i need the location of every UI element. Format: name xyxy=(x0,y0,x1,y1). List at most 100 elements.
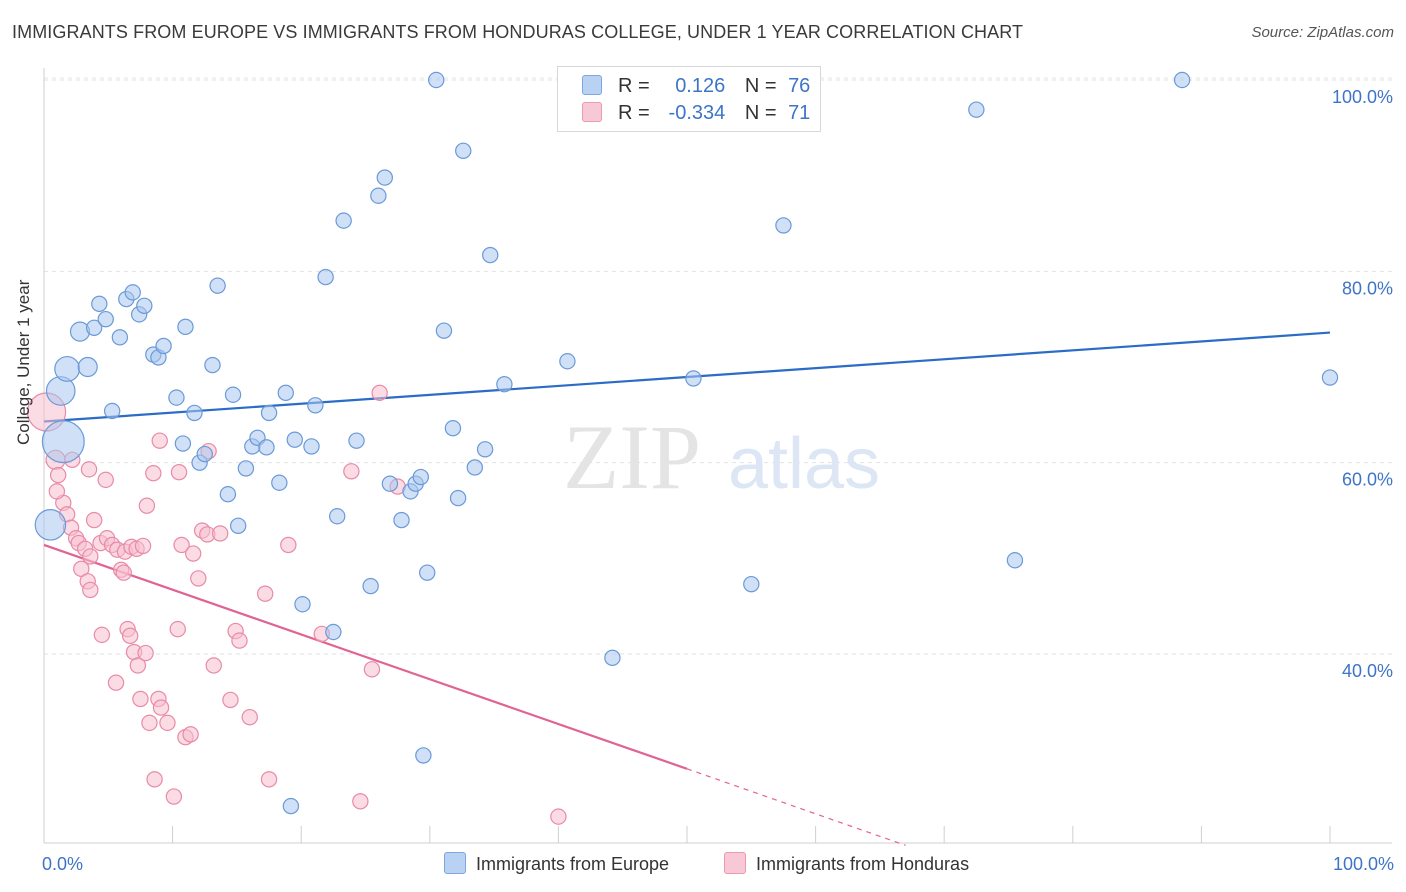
europe-point xyxy=(260,404,278,422)
europe-point xyxy=(224,386,242,403)
europe-point xyxy=(303,438,320,455)
europe-point xyxy=(186,404,203,422)
honduras-points xyxy=(26,384,567,825)
europe-point xyxy=(1321,369,1339,386)
honduras-point xyxy=(173,536,190,554)
y-tick-labels: 40.0% 60.0% 80.0% 100.0% xyxy=(1332,87,1393,681)
honduras-point xyxy=(352,793,369,810)
honduras-point xyxy=(159,714,176,732)
watermark-atlas: atlas xyxy=(728,424,880,504)
honduras-point xyxy=(222,691,239,709)
r-value-honduras: -0.334 xyxy=(668,102,726,124)
europe-point xyxy=(54,355,81,382)
europe-point xyxy=(209,277,226,294)
europe-point xyxy=(428,71,445,89)
europe-point xyxy=(34,509,67,541)
bottom-swatch-europe xyxy=(444,852,466,874)
honduras-point xyxy=(182,726,199,743)
honduras-point xyxy=(93,626,111,644)
honduras-point xyxy=(241,708,258,726)
europe-point xyxy=(1173,71,1191,89)
europe-point xyxy=(743,575,760,593)
honduras-point xyxy=(138,497,156,514)
europe-point xyxy=(449,489,467,507)
europe-point xyxy=(136,297,153,314)
honduras-point xyxy=(137,644,154,662)
europe-point xyxy=(294,596,311,613)
watermark: ZIP atlas xyxy=(563,406,880,508)
europe-point xyxy=(435,322,453,339)
honduras-point xyxy=(129,657,147,674)
honduras-point xyxy=(145,464,162,482)
europe-point xyxy=(229,517,247,535)
europe-point xyxy=(466,459,484,476)
europe-point xyxy=(307,397,324,414)
bottom-legend-europe: Immigrants from Europe xyxy=(444,852,669,875)
europe-point xyxy=(282,797,300,815)
honduras-point xyxy=(146,771,163,788)
legend-row-europe: R = 0.126 N = 76 xyxy=(582,75,810,99)
europe-point xyxy=(476,441,494,458)
europe-point xyxy=(219,486,237,503)
honduras-point xyxy=(371,384,388,402)
europe-point xyxy=(91,295,108,313)
honduras-point xyxy=(132,690,149,708)
honduras-point xyxy=(343,463,360,480)
bottom-legend-honduras: Immigrants from Honduras xyxy=(724,852,969,875)
y-tick-label: 40.0% xyxy=(1342,661,1393,681)
europe-point xyxy=(196,445,213,463)
bottom-legend-honduras-label: Immigrants from Honduras xyxy=(756,854,970,874)
honduras-point xyxy=(184,545,202,562)
x-tick-label-min: 0.0% xyxy=(42,854,84,874)
honduras-point xyxy=(256,585,274,602)
europe-point xyxy=(376,169,393,186)
legend-swatch-honduras xyxy=(582,102,602,122)
europe-point xyxy=(41,420,85,464)
honduras-point xyxy=(550,808,567,825)
n-value-honduras: 71 xyxy=(788,102,811,124)
europe-point xyxy=(685,370,702,387)
honduras-point xyxy=(205,657,222,674)
europe-point xyxy=(97,310,114,328)
europe-point xyxy=(444,420,462,437)
honduras-point xyxy=(280,536,297,554)
honduras-point xyxy=(107,674,125,691)
honduras-point xyxy=(49,466,67,484)
honduras-point xyxy=(169,620,186,638)
europe-point xyxy=(124,284,141,301)
honduras-point xyxy=(82,581,99,599)
europe-point xyxy=(412,468,429,486)
honduras-point xyxy=(231,632,248,649)
europe-point xyxy=(325,623,342,641)
europe-point xyxy=(496,376,513,393)
europe-point xyxy=(381,475,399,492)
honduras-point xyxy=(97,471,114,489)
n-label: N = xyxy=(744,102,777,124)
europe-point xyxy=(168,389,185,406)
honduras-point xyxy=(260,771,278,788)
honduras-point xyxy=(80,461,98,478)
europe-points xyxy=(34,71,1339,815)
grid-lines xyxy=(44,77,1392,655)
legend-swatch-europe xyxy=(582,75,602,95)
europe-point xyxy=(317,268,334,286)
honduras-point xyxy=(151,432,168,449)
europe-point xyxy=(155,337,172,355)
europe-point xyxy=(271,474,288,491)
europe-point xyxy=(482,246,499,264)
europe-point xyxy=(103,402,121,420)
honduras-point xyxy=(134,537,152,555)
honduras-point xyxy=(211,525,229,542)
europe-point xyxy=(329,508,346,525)
watermark-zip: ZIP xyxy=(563,406,701,508)
europe-point xyxy=(237,460,255,477)
legend-row-honduras: R = -0.334 N = 71 xyxy=(582,102,810,126)
y-tick-label: 60.0% xyxy=(1342,470,1393,490)
europe-point xyxy=(258,439,275,456)
europe-point xyxy=(968,101,985,118)
honduras-point xyxy=(85,511,103,529)
bottom-legend-europe-label: Immigrants from Europe xyxy=(476,854,670,874)
europe-point xyxy=(370,187,387,204)
n-label: N = xyxy=(744,75,777,97)
